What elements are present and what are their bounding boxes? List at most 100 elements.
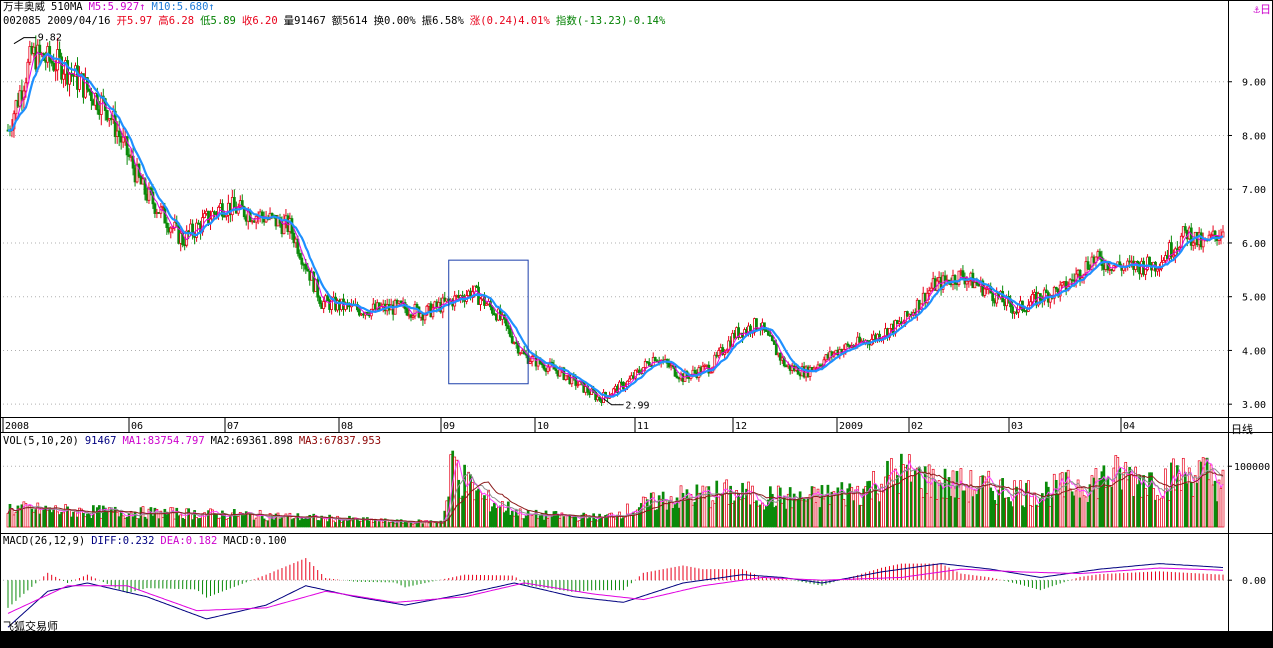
date-tick-label: 04 <box>1123 421 1135 432</box>
annotation-leader <box>13 37 36 45</box>
price-tick-label: 3.00 <box>1242 400 1266 411</box>
vol-label: VOL(5,10,20) <box>3 435 79 447</box>
candle-body <box>54 69 58 72</box>
max-price-label: 9.82 <box>38 33 62 44</box>
candle-body <box>562 367 566 380</box>
candle-body <box>737 327 740 338</box>
candle-body <box>981 280 985 296</box>
macd-panel[interactable] <box>7 558 1224 628</box>
candle-body <box>647 362 651 366</box>
candle-body <box>929 287 933 292</box>
candle-body <box>633 369 637 379</box>
volume-bar <box>1019 480 1022 528</box>
candle-body <box>322 301 326 309</box>
candle-body <box>89 90 93 102</box>
candle-body <box>38 44 42 55</box>
candle-body <box>87 88 91 92</box>
candle-body <box>675 375 679 379</box>
candle-body <box>975 282 979 285</box>
candle-body <box>995 292 999 304</box>
amplitude-readout: 振6.58% <box>421 15 464 27</box>
period-button[interactable]: 日线 <box>1231 423 1253 436</box>
volume-bar <box>1221 469 1225 528</box>
candle-body <box>207 210 210 224</box>
candle-body <box>52 62 56 71</box>
candle-body <box>169 227 173 233</box>
date-axis: 2008 06 07 08 09 10 11 12 2009 02 03 04 <box>2 418 1135 432</box>
highlight-box <box>448 259 529 385</box>
volume-bar <box>518 508 522 528</box>
candle-body <box>778 352 782 361</box>
candle-body <box>105 110 109 121</box>
candle-body <box>846 343 850 346</box>
candle-body <box>858 336 862 343</box>
candle-body <box>627 378 631 382</box>
volume-bar <box>927 464 931 528</box>
macd-dea: DEA:0.182 <box>160 535 218 547</box>
volume-bars[interactable] <box>6 450 1225 528</box>
candle-body <box>50 60 54 64</box>
candle-body <box>165 222 169 228</box>
macd-diff: DIFF:0.232 <box>91 535 155 547</box>
bottom-bar <box>0 632 1273 648</box>
date-tick-label: 03 <box>1011 421 1023 432</box>
corner-icons[interactable]: ⚓日 <box>1253 3 1271 16</box>
candle-body <box>774 344 778 356</box>
candle-body <box>530 356 534 362</box>
candle-body <box>306 268 310 272</box>
date-tick-label: 12 <box>735 421 747 432</box>
candle-body <box>1183 226 1187 231</box>
brand-label: 飞狐交易师 <box>3 620 58 633</box>
candle-body <box>1175 248 1179 251</box>
candlestick-series[interactable] <box>6 35 1225 406</box>
vol-value: 91467 <box>84 435 117 447</box>
volume-bar <box>141 506 145 528</box>
candle-body <box>594 391 598 401</box>
candle-body <box>731 332 735 347</box>
candle-body <box>973 282 977 289</box>
candle-body <box>330 299 334 310</box>
candle-body <box>58 49 62 58</box>
candle-body <box>224 214 228 217</box>
candle-body <box>423 314 427 321</box>
candle-body <box>1052 286 1056 299</box>
candle-body <box>721 347 725 355</box>
candle-body <box>554 368 558 372</box>
price-annotations: 9.82 2.99 <box>13 33 650 412</box>
candle-body <box>528 361 532 364</box>
candle-body <box>1169 242 1173 258</box>
candle-body <box>1048 294 1052 303</box>
candle-body <box>242 206 246 218</box>
candle-body <box>1148 256 1151 267</box>
candle-body <box>542 364 546 370</box>
date-tick-label: 11 <box>637 421 649 432</box>
candle-body <box>125 136 129 156</box>
candle-body <box>68 72 71 85</box>
candle-body <box>326 295 330 302</box>
volume-bar <box>97 505 101 528</box>
candle-body <box>1209 234 1213 237</box>
volume-header: VOL(5,10,20) 91467 MA1:83754.797 MA2:69361.… <box>3 435 387 448</box>
candle-body <box>953 275 957 284</box>
candle-body <box>479 298 482 305</box>
candle-body <box>270 212 274 216</box>
quote-header: 002085 2009/04/16 开5.97 高6.28 低5.89 收6.20 量91… <box>3 15 671 28</box>
candle-body <box>643 361 647 368</box>
date-tick-label: 08 <box>341 421 353 432</box>
candle-body <box>1098 251 1102 258</box>
annotation-leader <box>603 398 624 406</box>
macd-value: MACD:0.100 <box>223 535 287 547</box>
price-axis: 9.00 8.00 7.00 6.00 5.00 4.00 3.00 100000 0.00 <box>1228 78 1270 587</box>
candle-body <box>197 222 200 225</box>
price-tick-label: 6.00 <box>1242 239 1266 250</box>
turnover-readout: 换0.00% <box>373 15 416 27</box>
candle-body <box>844 343 848 350</box>
candle-body <box>377 302 381 310</box>
high-readout: 高6.28 <box>158 15 195 27</box>
candle-body <box>1001 291 1005 303</box>
volume-readout: 量91467 <box>283 15 326 27</box>
candle-body <box>318 296 322 304</box>
date-tick-label: 2009 <box>839 421 863 432</box>
